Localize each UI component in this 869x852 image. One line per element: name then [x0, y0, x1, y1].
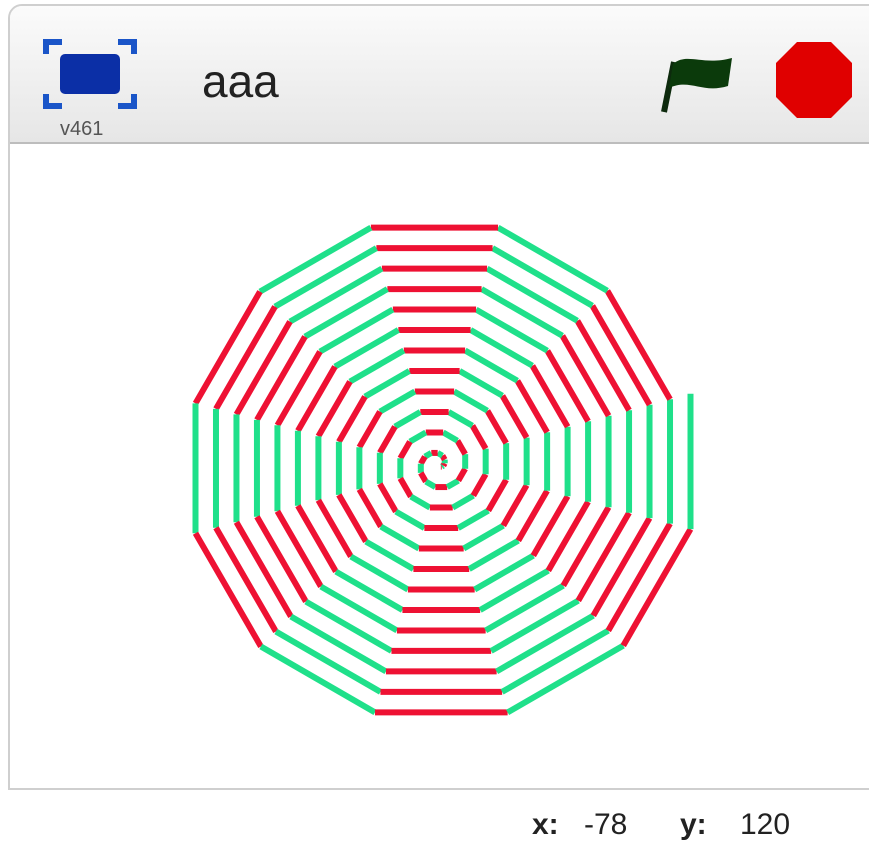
stage-frame: v461 aaa [8, 4, 869, 790]
stage-header: v461 aaa [10, 6, 869, 144]
version-label: v461 [60, 118, 103, 141]
fullscreen-button[interactable] [40, 36, 140, 116]
y-value: 120 [740, 808, 790, 842]
page: v461 aaa x: -78 y: 120 (() => { const da… [0, 0, 869, 852]
stop-button[interactable] [774, 40, 854, 120]
project-title: aaa [202, 54, 279, 108]
green-flag[interactable] [652, 36, 742, 116]
x-label: x: [532, 808, 559, 842]
y-label: y: [680, 808, 707, 842]
x-value: -78 [584, 808, 627, 842]
